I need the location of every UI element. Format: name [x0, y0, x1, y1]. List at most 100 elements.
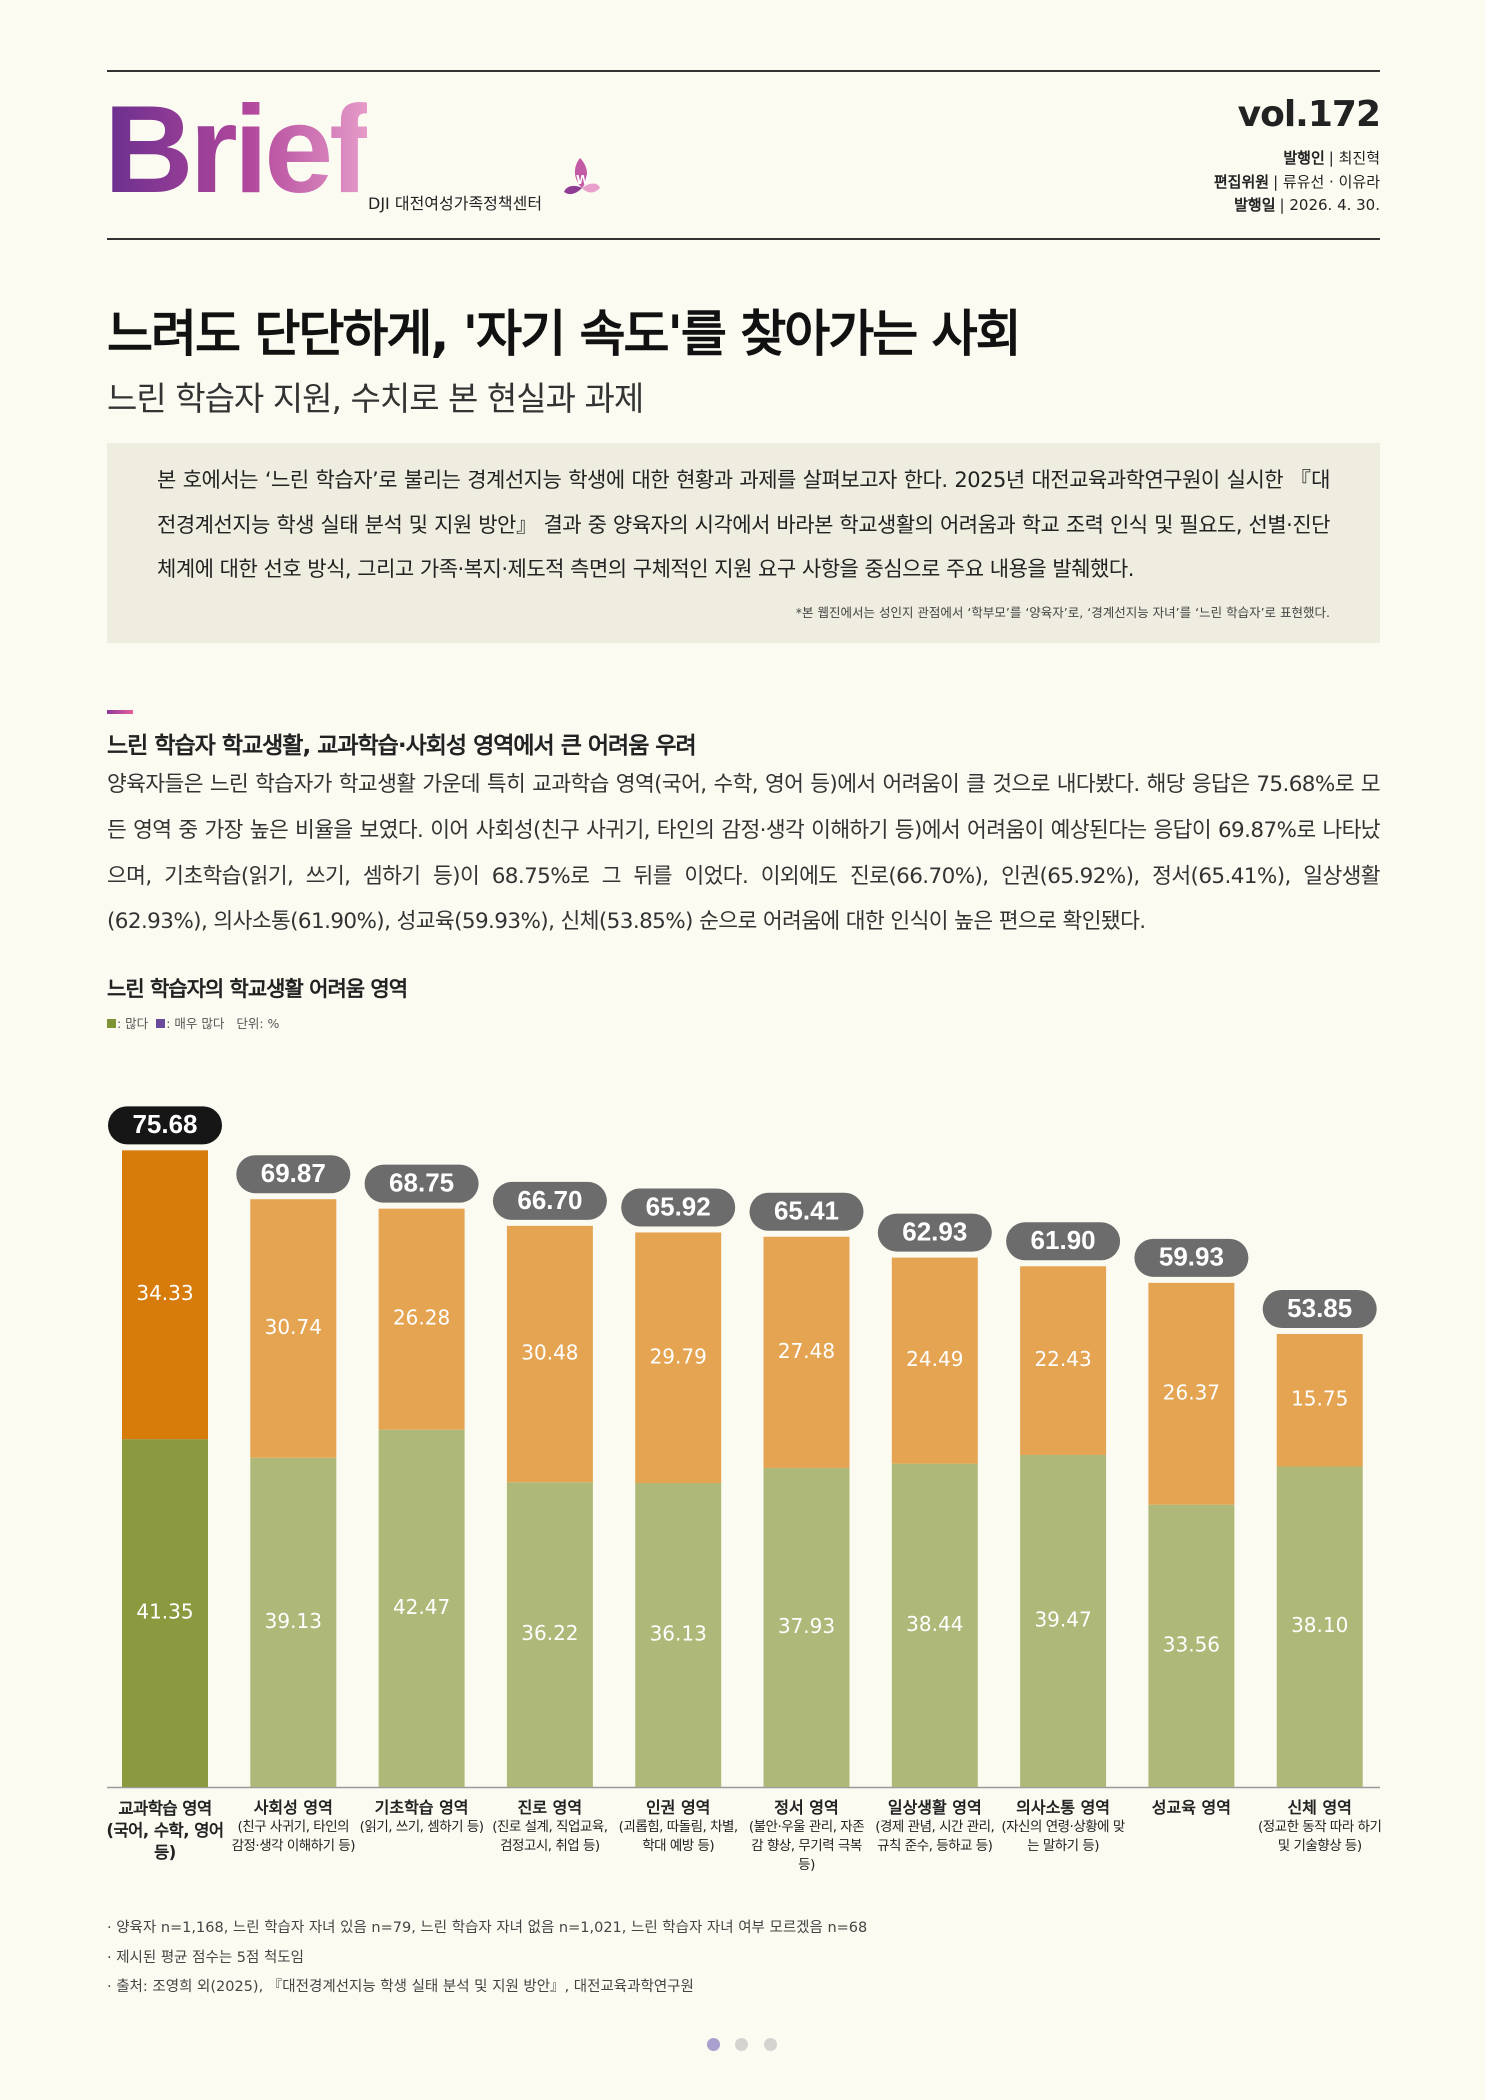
top-rule — [107, 70, 1380, 72]
category-label: 의사소통 영역 (자신의 연령·상황에 맞는 말하기 등) — [1001, 1798, 1125, 1856]
bar-segment — [891, 1463, 978, 1787]
total-label: 65.41 — [774, 1196, 839, 1226]
intro-box: 본 호에서는 ‘느린 학습자’로 불리는 경계선지능 학생에 대한 현황과 과제… — [107, 443, 1380, 643]
total-label: 69.87 — [261, 1158, 326, 1188]
bar-segment — [506, 1225, 593, 1483]
value-label: 39.13 — [265, 1609, 322, 1633]
bar-segment — [1276, 1333, 1363, 1467]
bar-segment — [763, 1467, 850, 1787]
total-pill — [236, 1155, 351, 1194]
category-note: (경제 관념, 시간 관리, 규칙 준수, 등하교 등) — [875, 1819, 995, 1854]
credit-role: 발행인 — [1283, 149, 1325, 167]
category-label: 사회성 영역 (친구 사귀기, 타인의 감정·생각 이해하기 등) — [231, 1798, 356, 1856]
svg-text:W: W — [576, 173, 589, 187]
total-label: 59.93 — [1159, 1242, 1224, 1272]
bar-segment — [122, 1150, 208, 1440]
page-dot[interactable] — [735, 2038, 748, 2051]
credit-detail: | 최진혁 — [1328, 149, 1380, 167]
category-name: 교과학습 영역 — [118, 1799, 212, 1818]
value-label: 37.93 — [778, 1614, 835, 1638]
value-label: 26.28 — [393, 1306, 450, 1330]
page-dot[interactable] — [764, 2038, 777, 2051]
intro-note: *본 웹진에서는 성인지 관점에서 ‘학부모’를 ‘양육자’로, ‘경계선지능 … — [795, 605, 1330, 620]
bar-segment — [891, 1257, 978, 1464]
value-label: 36.13 — [650, 1622, 707, 1646]
value-label: 36.22 — [521, 1621, 578, 1645]
category-label: 진로 영역 (진로 설계, 직업교육, 검정고시, 취업 등) — [488, 1798, 612, 1856]
bar-segment — [1148, 1504, 1235, 1787]
total-label: 65.92 — [646, 1191, 711, 1221]
total-label: 66.70 — [517, 1185, 582, 1215]
value-label: 34.33 — [136, 1281, 193, 1305]
bar-segment — [1020, 1454, 1107, 1787]
total-label: 53.85 — [1287, 1293, 1352, 1323]
total-label: 68.75 — [389, 1168, 454, 1198]
category-name: 기초학습 영역 — [374, 1798, 469, 1817]
credit-line: 발행일 | 2026. 4. 30. — [1234, 194, 1380, 215]
legend-swatch — [156, 1019, 166, 1028]
unit-label: 단위: % — [236, 1016, 280, 1031]
total-label: 61.90 — [1031, 1225, 1096, 1255]
value-label: 29.79 — [650, 1344, 707, 1368]
category-note: (불안·우울 관리, 자존감 향상, 무기력 극복 등) — [748, 1819, 865, 1873]
category-label: 일상생활 영역 (경제 관념, 시간 관리, 규칙 준수, 등하교 등) — [873, 1798, 997, 1856]
value-label: 26.37 — [1163, 1380, 1220, 1404]
credit-role: 편집위원 — [1213, 172, 1270, 191]
value-label: 15.75 — [1291, 1387, 1348, 1411]
category-label: 교과학습 영역 (국어, 수학, 영어 등) — [103, 1798, 227, 1864]
section-mark — [107, 710, 133, 714]
bar-segment — [250, 1199, 337, 1458]
bottom-rule — [107, 238, 1380, 240]
page-dot[interactable] — [707, 2038, 720, 2051]
credit-role: 발행일 — [1234, 196, 1276, 214]
category-note: (정교한 동작 따라 하기 및 기술향상 등) — [1257, 1819, 1382, 1854]
value-label: 33.56 — [1163, 1632, 1220, 1656]
category-label: 정서 영역 (불안·우울 관리, 자존감 향상, 무기력 극복 등) — [745, 1798, 869, 1875]
total-pill — [749, 1192, 864, 1231]
legend-item: : 매우 많다 — [156, 1013, 224, 1032]
legend-swatch — [107, 1019, 116, 1028]
bar-segment — [1148, 1282, 1235, 1505]
section-heading: 느린 학습자 학교생활, 교과학습·사회성 영역에서 큰 어려움 우려 — [107, 733, 697, 759]
credit-detail: | 류유선 · 이유라 — [1273, 172, 1380, 191]
category-note: (친구 사귀기, 타인의 감정·생각 이해하기 등) — [231, 1819, 356, 1854]
total-label: 62.93 — [902, 1216, 967, 1246]
legend-item: : 많다 — [107, 1013, 148, 1032]
bar-segment — [1276, 1466, 1363, 1787]
bar-segment — [635, 1232, 722, 1484]
footnote: · 제시된 평균 점수는 5점 척도임 — [107, 1949, 304, 1966]
legend-label: : 많다 — [117, 1016, 149, 1031]
bar-segment — [250, 1457, 337, 1787]
title: 느려도 단단하게, '자기 속도'를 찾아가는 사회 — [107, 305, 1022, 363]
value-label: 30.74 — [265, 1315, 322, 1339]
category-name: 진로 영역 — [517, 1798, 583, 1817]
category-note: (국어, 수학, 영어 등) — [106, 1821, 224, 1862]
volume: vol.172 — [1237, 94, 1381, 135]
bar-segment — [635, 1483, 722, 1787]
total-pill — [108, 1106, 222, 1145]
value-label: 24.49 — [906, 1347, 963, 1371]
legend-label: : 매우 많다 — [166, 1016, 225, 1031]
org-name: DJI 대전여성가족정책센터 — [368, 194, 543, 213]
total-pill — [364, 1164, 479, 1203]
category-label: 신체 영역 (정교한 동작 따라 하기 및 기술향상 등) — [1258, 1798, 1382, 1856]
total-pill — [1134, 1238, 1249, 1277]
bar-segment — [1020, 1266, 1107, 1455]
category-name: 정서 영역 — [774, 1798, 839, 1817]
value-label: 30.48 — [521, 1341, 578, 1365]
total-pill — [492, 1181, 607, 1220]
bar-segment — [763, 1236, 850, 1468]
category-name: 의사소통 영역 — [1016, 1798, 1111, 1817]
value-label: 27.48 — [778, 1339, 835, 1363]
category-label: 인권 영역 (괴롭힘, 따돌림, 차별, 학대 예방 등) — [616, 1798, 740, 1856]
value-label: 38.10 — [1291, 1613, 1348, 1637]
value-label: 38.44 — [906, 1612, 963, 1636]
value-label: 42.47 — [393, 1595, 450, 1619]
credit-detail: | 2026. 4. 30. — [1279, 196, 1380, 214]
category-note: (읽기, 쓰기, 셈하기 등) — [359, 1819, 484, 1835]
total-pill — [877, 1213, 992, 1252]
category-label: 성교육 영역 — [1129, 1798, 1253, 1818]
legend: : 많다 : 매우 많다 단위: % — [107, 1013, 279, 1032]
total-label: 75.68 — [132, 1109, 197, 1139]
credit-line: 편집위원 | 류유선 · 이유라 — [1214, 171, 1380, 192]
